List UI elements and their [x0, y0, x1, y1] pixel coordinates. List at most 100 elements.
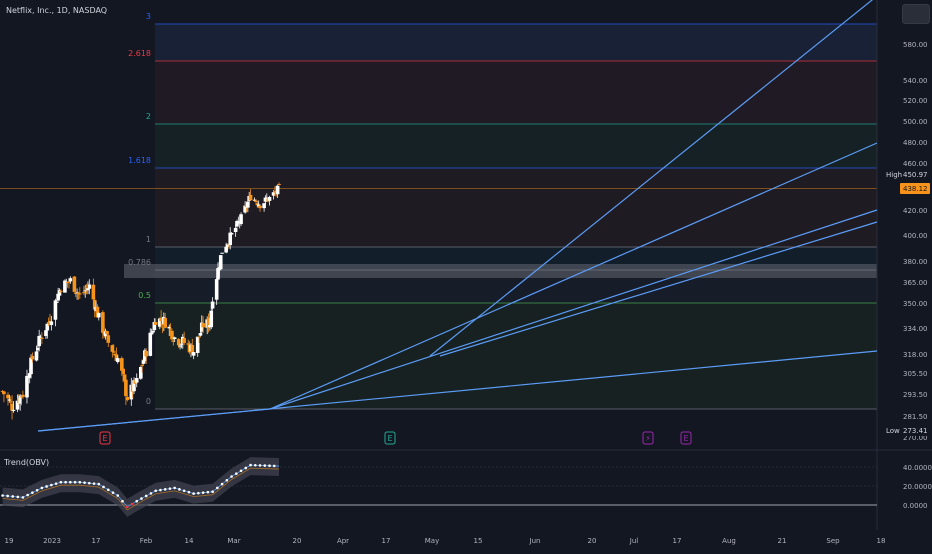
obv-ma-line	[2, 467, 280, 511]
price-tick-label: 380.00	[903, 258, 928, 266]
fib-labels: 3 2.618 2 1.618 1 0.786 0.5 0	[128, 12, 151, 406]
fib-fills	[124, 24, 877, 409]
candle-body	[206, 317, 211, 328]
earnings-marker[interactable]	[680, 431, 692, 445]
candle-body	[210, 301, 215, 309]
candle-body	[11, 409, 16, 411]
obv-dot	[54, 482, 58, 485]
fib-zone	[155, 24, 877, 61]
obv-dot	[225, 479, 229, 482]
candle-body	[10, 403, 14, 411]
candle-body	[18, 395, 22, 404]
time-tick-label: May	[425, 537, 439, 545]
price-tick-label: 365.00	[903, 279, 928, 287]
last-price-value: 438.12	[903, 185, 928, 193]
obv-dot	[239, 469, 243, 473]
fib-level-label: 0	[146, 397, 151, 406]
fib-zone	[155, 168, 877, 247]
candle-body	[25, 375, 29, 398]
candle-body	[235, 221, 239, 227]
time-tick-label: 20	[293, 537, 302, 545]
price-tick-label: 580.00	[903, 41, 928, 49]
candle-body	[209, 310, 214, 328]
low-label: Low	[886, 427, 900, 435]
candle-body	[111, 351, 116, 353]
candles	[0, 182, 281, 420]
candle-body	[63, 280, 67, 293]
time-tick-label: Jun	[529, 537, 541, 545]
candle-body	[248, 194, 253, 201]
candle-body	[95, 306, 100, 318]
earnings-marker[interactable]	[642, 431, 654, 445]
obv-dot	[21, 496, 25, 499]
price-tick-label: 270.00	[903, 434, 928, 442]
obv-dot	[130, 502, 134, 506]
obv-dot	[263, 464, 267, 467]
price-tick-label: 480.00	[903, 139, 928, 147]
candle-body	[149, 332, 154, 335]
obv-dot	[69, 480, 72, 484]
candle-body	[87, 284, 92, 289]
obv-dot	[159, 488, 162, 492]
obv-dot	[31, 491, 34, 494]
settings-button[interactable]	[902, 4, 930, 24]
candle-body	[91, 284, 96, 300]
candle-body	[15, 400, 20, 410]
indicator-title[interactable]: Trend(OBV)	[4, 458, 50, 467]
candle-body	[163, 317, 167, 328]
candle-body	[26, 377, 31, 379]
fib-level-label: 2	[146, 112, 151, 121]
obv-dot	[88, 481, 91, 485]
candle-body	[218, 255, 223, 270]
obv-band	[2, 457, 280, 517]
candle-body	[167, 326, 172, 329]
candle-body	[228, 232, 233, 246]
earnings-marker[interactable]	[99, 431, 111, 445]
candle-body	[214, 279, 219, 300]
price-tick-label: 520.00	[903, 97, 928, 105]
earnings-marker-label: E	[102, 434, 107, 443]
fib-level-label: 0.786	[128, 258, 151, 267]
obv-dot	[125, 505, 129, 509]
time-tick-label: Apr	[337, 537, 349, 545]
price-tick-label: 350.00	[903, 300, 928, 308]
obv-dot	[11, 495, 15, 498]
candle-body	[271, 192, 276, 196]
price-tick-label: 540.00	[903, 77, 928, 85]
candle-body	[101, 312, 105, 333]
time-tick-label: 20	[588, 537, 597, 545]
candle-body	[152, 322, 157, 331]
time-axis[interactable]: 19 2023 17 Feb 14 Mar 20 Apr 17 May 15 Jun 20 Jul 17 Au…	[5, 537, 886, 545]
candle-body	[176, 339, 181, 346]
candle-body	[45, 323, 50, 331]
obv-dot	[121, 499, 124, 503]
candle-body	[114, 354, 119, 361]
candle-body	[132, 380, 136, 392]
fib-level-label: 0.5	[138, 291, 151, 300]
low-value: 273.41	[903, 427, 928, 435]
candle-body	[141, 360, 146, 364]
candle-body	[30, 356, 35, 360]
candle-body	[179, 343, 184, 345]
time-tick-label: Feb	[140, 537, 153, 545]
obv-dot	[211, 490, 214, 494]
fan-line	[429, 0, 873, 357]
price-tick-label: 400.00	[903, 232, 928, 240]
candle-body	[160, 323, 165, 326]
candle-body	[49, 321, 54, 325]
obv-dot	[220, 482, 224, 486]
candle-body	[254, 200, 258, 202]
time-tick-label: 17	[92, 537, 101, 545]
obv-dot	[40, 486, 44, 490]
last-price-tag-bg	[900, 183, 930, 194]
candle-body	[82, 292, 86, 294]
candle-body	[239, 214, 243, 225]
price-axis[interactable]: 580.00 540.00 520.00 500.00 480.00 460.00 420.…	[884, 41, 930, 442]
candle-body	[178, 345, 182, 347]
earnings-marker[interactable]	[384, 431, 396, 445]
obv-dot	[149, 492, 153, 495]
candle-body	[256, 204, 261, 207]
candle-body	[19, 396, 24, 398]
candle-body	[6, 394, 10, 399]
